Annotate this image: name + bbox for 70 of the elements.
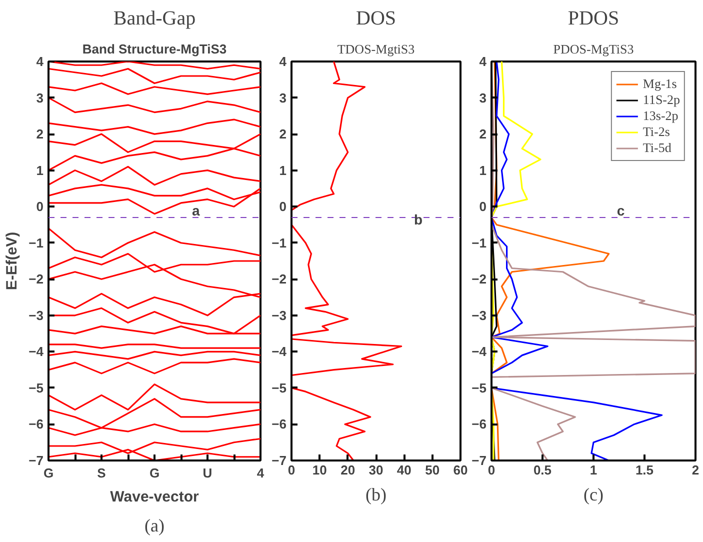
- legend-label: Ti-2s: [642, 124, 670, 140]
- y-tick-label: 2: [36, 126, 44, 142]
- chart-title: Band-Gap: [113, 8, 196, 30]
- x-tick-label: 50: [425, 462, 440, 478]
- annotation: b: [414, 211, 423, 228]
- y-tick-label: −5: [28, 380, 44, 396]
- y-tick-label: 2: [479, 126, 487, 142]
- y-tick-label: −3: [272, 308, 287, 323]
- x-tick-label: 1: [590, 462, 598, 478]
- chart-subtitle: Band Structure-MgTiS3: [82, 42, 227, 56]
- y-tick-label: 4: [479, 54, 488, 69]
- y-tick-label: −2: [28, 272, 44, 287]
- y-tick-label: 0: [479, 199, 487, 214]
- text: (b): [366, 484, 387, 504]
- chart-subtitle: PDOS-MgTiS3: [553, 42, 634, 56]
- x-tick-label: 2: [692, 462, 700, 478]
- y-tick-label: −1: [272, 235, 287, 250]
- x-tick-label: G: [149, 466, 160, 480]
- y-tick-label: −6: [272, 416, 287, 432]
- x-tick-label: 40: [396, 462, 412, 478]
- chart-subtitle: TDOS-MgtiS3: [337, 42, 415, 56]
- x-tick-label: 20: [340, 462, 356, 478]
- annotation: c: [616, 202, 625, 218]
- y-tick-label: −2: [272, 272, 287, 287]
- x-tick-label: 4: [256, 466, 265, 480]
- chart-title: PDOS: [568, 8, 620, 30]
- legend-label: Mg-1s: [642, 76, 677, 92]
- y-tick-label: 1: [479, 162, 487, 178]
- y-tick-label: 4: [36, 54, 44, 69]
- legend-label: 13s-2p: [642, 108, 678, 124]
- x-tick-label: 1.5: [635, 462, 654, 478]
- y-tick-label: 3: [36, 90, 44, 106]
- y-tick-label: −4: [28, 344, 44, 360]
- y-tick-label: −7: [272, 453, 287, 468]
- y-tick-label: −3: [472, 308, 487, 323]
- y-tick-label: 3: [479, 90, 487, 106]
- y-tick-label: −5: [472, 380, 487, 396]
- x-tick-label: 0.5: [533, 462, 552, 478]
- y-tick-label: −2: [472, 272, 487, 287]
- annotation: a: [192, 202, 200, 218]
- y-tick-label: −6: [28, 416, 44, 432]
- y-axis-title: E-Ef(eV): [4, 232, 21, 290]
- chart-title: DOS: [356, 8, 396, 30]
- x-tick-label: 10: [312, 462, 327, 478]
- y-tick-label: −1: [28, 235, 44, 250]
- y-tick-label: −6: [472, 416, 487, 432]
- y-tick-label: −3: [28, 308, 44, 323]
- y-tick-label: 1: [36, 162, 44, 178]
- legend-label: Ti-5d: [642, 140, 672, 156]
- x-tick-label: 60: [453, 462, 468, 478]
- x-tick-label: S: [97, 466, 106, 480]
- text: (c): [584, 484, 604, 504]
- x-tick-label: G: [43, 466, 54, 480]
- y-tick-label: −4: [472, 344, 488, 360]
- y-tick-label: −7: [28, 453, 44, 468]
- y-tick-label: −7: [472, 453, 487, 468]
- y-tick-label: 0: [36, 199, 44, 214]
- y-tick-label: 3: [279, 90, 287, 106]
- y-tick-label: 2: [279, 126, 287, 142]
- legend-label: 11S-2p: [642, 92, 680, 108]
- text: (a): [144, 516, 164, 536]
- y-tick-label: −1: [472, 235, 487, 250]
- x-axis-title: Wave-vector: [110, 488, 199, 506]
- y-tick-label: −5: [272, 380, 287, 396]
- y-tick-label: 0: [279, 199, 287, 214]
- x-tick-label: U: [202, 466, 212, 480]
- y-tick-label: −4: [272, 344, 288, 360]
- x-tick-label: 30: [368, 462, 384, 478]
- y-tick-label: 4: [279, 54, 288, 69]
- y-tick-label: 1: [279, 162, 287, 178]
